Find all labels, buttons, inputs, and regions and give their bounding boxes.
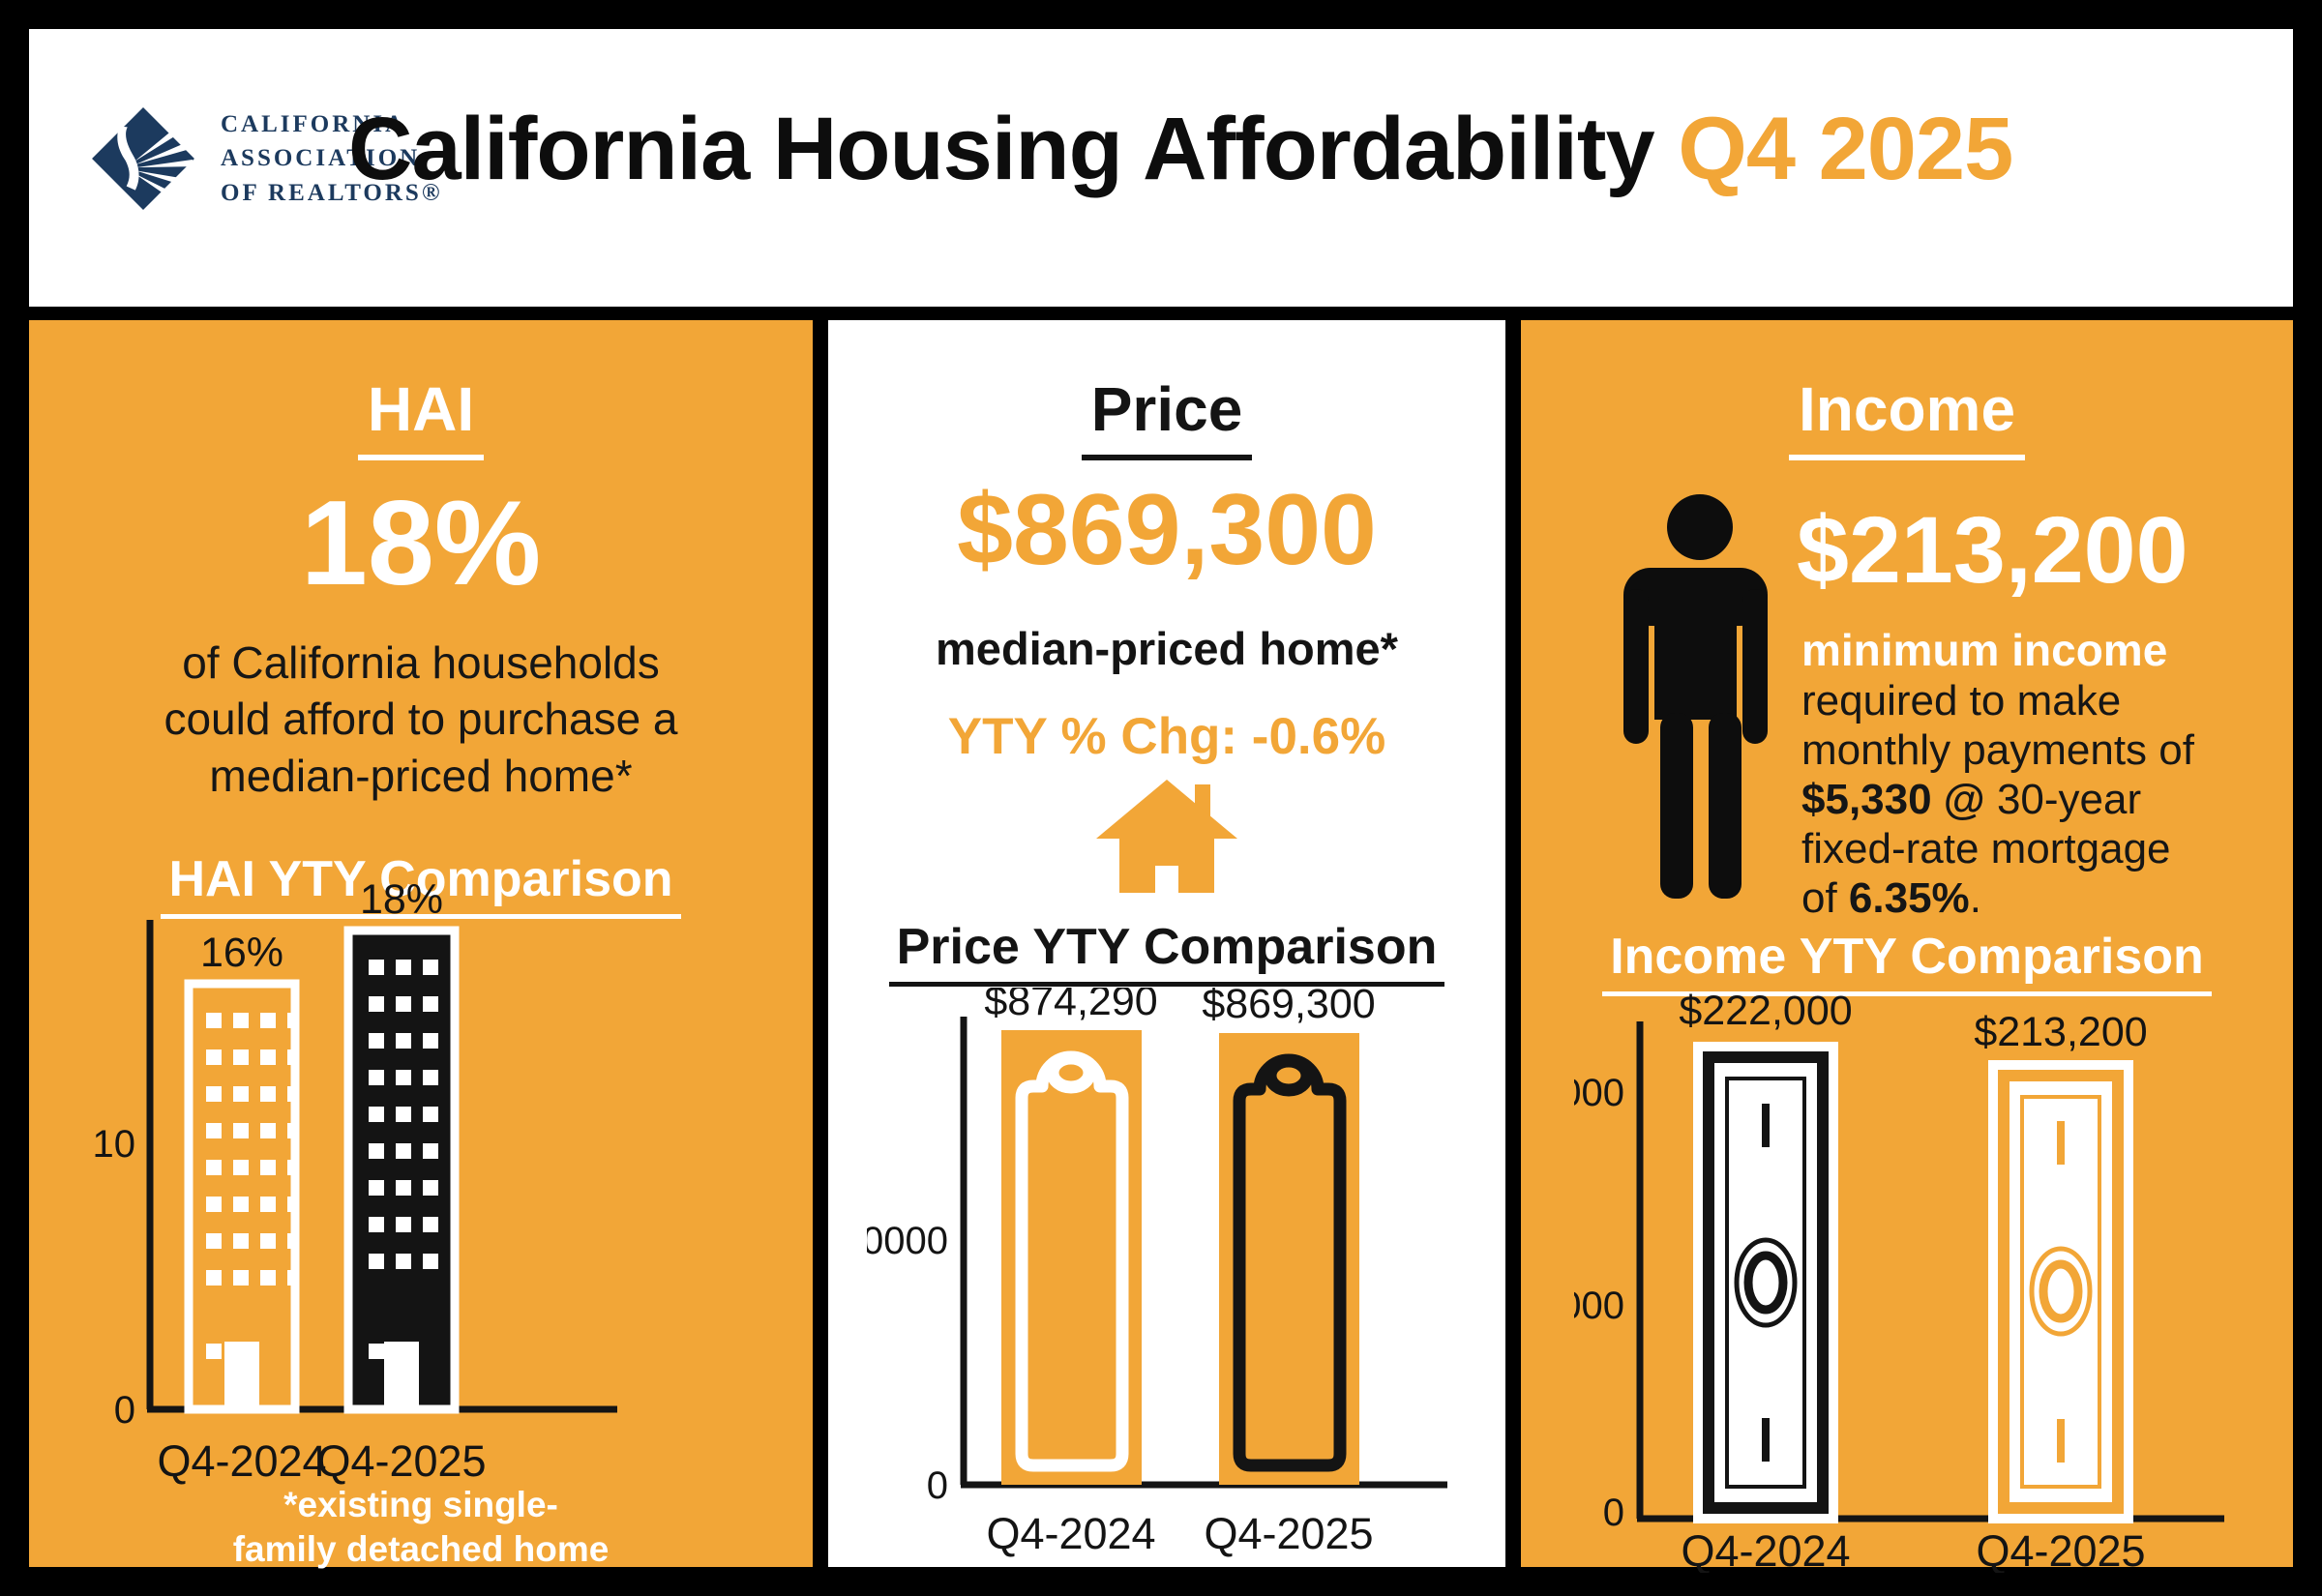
hai-heading: HAI	[29, 373, 813, 460]
hai-category-2024: Q4-2024	[157, 1436, 326, 1486]
panel-income: Income $213,200 minimum income required …	[1521, 320, 2293, 1573]
page-title-quarter: Q4 2025	[1678, 100, 2013, 198]
income-bar-2024 dollar-bill-icon	[1693, 1042, 1838, 1523]
price-category-2025: Q4-2025	[1204, 1509, 1373, 1558]
hai-ytick-0: 0	[114, 1389, 135, 1432]
logo-line-2: ASSOCIATION	[221, 145, 421, 172]
income-bar-2025 dollar-bill-icon	[1988, 1060, 2133, 1523]
hai-description-line: of California households	[182, 637, 660, 688]
income-yty-chart: 200000 100000 0 $222,000	[1574, 988, 2224, 1573]
car-logo-icon	[92, 107, 194, 210]
hai-footnote-line: *existing single-	[283, 1485, 558, 1524]
price-value-label-2024: $874,290	[984, 988, 1157, 1024]
hai-description-line: median-priced home*	[209, 750, 633, 801]
income-desc-line-5: fixed-rate mortgage	[1801, 825, 2171, 873]
income-ytick-200000: 200000	[1574, 1072, 1624, 1114]
panel-price: Price $869,300 median-priced home* YTY %…	[828, 320, 1505, 1567]
price-ytick-500000: 500000	[867, 1220, 948, 1262]
income-ytick-100000: 100000	[1574, 1285, 1624, 1327]
panel-hai: HAI 18% of California households could a…	[29, 320, 813, 1569]
price-bar-2025 price-tag-icon	[1219, 1033, 1359, 1485]
hai-value-label-2024: 16%	[200, 930, 283, 976]
price-yty-change: YTY % Chg: -0.6%	[947, 708, 1386, 765]
price-chart-title: Price YTY Comparison	[828, 918, 1505, 987]
hai-description: of California households could afford to…	[29, 635, 813, 804]
hai-description-line: could afford to purchase a	[164, 694, 678, 745]
income-headline-value: $213,200	[1797, 497, 2188, 603]
price-ytick-0: 0	[927, 1464, 948, 1507]
income-value-label-2025: $213,200	[1974, 1009, 2147, 1055]
income-desc-line-4: $5,330 @ 30-year	[1801, 776, 2142, 824]
logo-line-1: CALIFORNIA	[221, 110, 406, 137]
price-value-label-2025: $869,300	[1202, 988, 1375, 1027]
price-headline-value: $869,300	[957, 474, 1377, 586]
income-ytick-0: 0	[1603, 1492, 1624, 1534]
hai-value-label-2025: 18%	[360, 881, 443, 923]
income-desc-line-2: required to make	[1801, 677, 2122, 725]
income-chart-title: Income YTY Comparison	[1521, 928, 2293, 996]
page-title: California Housing Affordability Q4 2025	[348, 99, 2274, 200]
income-category-2025: Q4-2025	[1976, 1526, 2145, 1573]
hai-yty-chart: 10 0 16% 18% Q4-2024 Q4-2025	[93, 881, 617, 1486]
price-category-2024: Q4-2024	[986, 1509, 1155, 1558]
income-heading: Income	[1521, 373, 2293, 460]
logo-line-3: OF REALTORS®	[221, 179, 443, 206]
income-value-label-2024: $222,000	[1679, 988, 1852, 1034]
hai-ytick-10: 10	[93, 1123, 136, 1166]
income-desc-line-6: of 6.35%.	[1801, 874, 1981, 923]
income-desc-line-3: monthly payments of	[1801, 726, 2194, 775]
price-bar-2024 price-tag-icon	[1001, 1030, 1142, 1485]
price-heading: Price	[828, 373, 1505, 460]
hai-category-2025: Q4-2025	[316, 1436, 486, 1486]
hai-headline-value: 18%	[300, 477, 542, 610]
hai-bar-2025 building-icon	[343, 926, 460, 1414]
hai-footnote: *existing single- family detached home	[29, 1483, 813, 1573]
income-desc-line-1: minimum income	[1801, 625, 2168, 675]
car-logo: CALIFORNIA ASSOCIATION OF REALTORS®	[89, 104, 443, 213]
hai-bar-2024 building-icon	[184, 979, 300, 1414]
price-subtitle: median-priced home*	[936, 623, 1398, 674]
person-icon	[1623, 494, 1768, 899]
income-category-2024: Q4-2024	[1681, 1526, 1850, 1573]
car-logo-text: CALIFORNIA ASSOCIATION OF REALTORS®	[221, 107, 443, 211]
income-description: minimum income required to make monthly …	[1801, 625, 2194, 924]
house-icon	[1096, 780, 1237, 893]
page-title-text: California Housing Affordability	[348, 100, 1655, 198]
price-yty-chart: 500000 0 $874,290 $869,300 Q4-2024 Q4-20…	[867, 988, 1447, 1558]
hai-footnote-line: family detached home	[232, 1529, 610, 1570]
hai-chart-title: HAI YTY Comparison	[29, 850, 813, 919]
header: CALIFORNIA ASSOCIATION OF REALTORS® Cali…	[29, 29, 2293, 307]
